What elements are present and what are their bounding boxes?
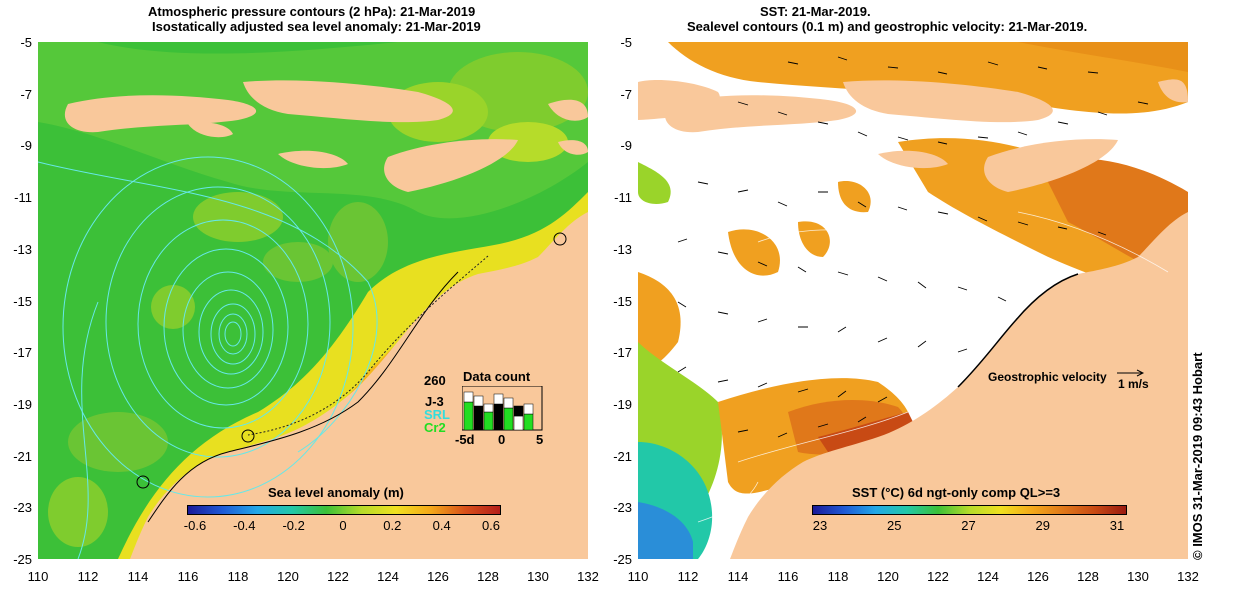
lat-tick-label: -11 [614,190,632,206]
lat-tick-label: -25 [613,552,632,567]
lat-tick-label: -5 [620,35,632,50]
data-count-total: 260 [424,373,446,388]
lon-tick-label: 132 [1177,569,1199,584]
colorbar-tick-label: -0.6 [183,518,207,533]
colorbar-tick-label: 31 [1109,518,1125,533]
sla-colorbar [187,505,501,515]
mission-label-srl: SRL [424,407,450,422]
lat-tick-label: -21 [13,448,32,464]
lon-tick-label: 130 [527,569,549,584]
colorbar-tick-label: 0 [339,518,347,533]
sst-land-islands [638,79,1188,192]
lat-tick-label: -17 [613,345,632,361]
lon-tick-label: 132 [577,569,599,584]
lat-tick-label: -9 [620,138,632,154]
lat-tick-label: -15 [613,293,632,309]
mission-label-j3: J-3 [425,394,444,409]
sst-map [638,42,1188,559]
lat-tick-label: -15 [13,293,32,309]
lon-tick-label: 110 [627,569,649,584]
lat-tick-label: -19 [13,396,32,412]
sst-colorbar [812,505,1127,515]
velocity-legend-scale: 1 m/s [1118,377,1149,391]
lon-tick-label: 122 [327,569,349,584]
lon-tick-label: 124 [377,569,399,584]
lat-tick-label: -13 [13,241,32,257]
colorbar-tick-label: -0.4 [233,518,256,533]
colorbar-tick-label: 0.2 [383,518,402,533]
geostrophic-velocity-arrows [677,56,1149,438]
colorbar-tick-label: 27 [961,518,976,533]
sla-land-australia [130,212,588,559]
velocity-legend-arrow [1117,369,1145,377]
lat-tick-label: -7 [620,86,632,102]
data-count-title: Data count [463,369,531,384]
sst-land-australia [730,212,1188,559]
lat-tick-label: -25 [13,552,32,567]
data-count-tick-zero: 0 [498,432,506,447]
lon-tick-label: 120 [277,569,299,584]
velocity-legend-label: Geostrophic velocity [988,370,1107,384]
lon-tick-label: 114 [127,569,149,584]
colorbar-tick-label: 29 [1035,518,1050,533]
lon-tick-label: 116 [177,569,199,584]
lat-tick-label: -11 [14,190,32,206]
right-title-line1: SST: 21-Mar-2019. [760,4,871,19]
lat-tick-label: -23 [613,500,632,516]
lat-tick-label: -17 [13,345,32,361]
lon-tick-label: 126 [427,569,449,584]
colorbar-tick-label: 23 [812,518,828,533]
data-count-tick-start: -5d [455,432,475,447]
lon-tick-label: 124 [977,569,999,584]
lat-tick-label: -13 [613,241,632,257]
sla-map-graphics [38,42,588,559]
colorbar-tick-label: 0.4 [432,518,451,533]
sea-level-anomaly-map [38,42,588,559]
lon-tick-label: 120 [877,569,899,584]
left-title-line1: Atmospheric pressure contours (2 hPa): 2… [148,4,476,19]
lon-tick-label: 110 [27,569,49,584]
data-count-tick-end: 5 [536,432,544,447]
lon-tick-label: 128 [477,569,499,584]
sst-map-graphics [638,42,1188,559]
left-title-line2: Isostatically adjusted sea level anomaly… [152,19,481,34]
sealevel-contours [697,211,1169,523]
sla-land-islands [64,80,588,192]
lon-tick-label: 116 [777,569,799,584]
pressure-contours [38,156,378,559]
lon-tick-label: 114 [727,569,749,584]
lon-tick-label: 112 [77,569,99,584]
lon-tick-label: 118 [827,569,849,584]
colorbar-tick-label: 25 [887,518,902,533]
lon-tick-label: 112 [677,569,699,584]
lon-tick-label: 130 [1127,569,1149,584]
lon-tick-label: 126 [1027,569,1049,584]
right-title-line2: Sealevel contours (0.1 m) and geostrophi… [687,19,1088,34]
mission-label-cr2: Cr2 [424,420,446,435]
lon-tick-label: 128 [1077,569,1099,584]
lat-tick-label: -19 [613,396,632,412]
sla-colorbar-label: Sea level anomaly (m) [268,485,404,500]
colorbar-tick-label: 0.6 [481,518,501,533]
data-count-histogram [462,386,543,431]
lat-tick-label: -21 [613,448,632,464]
lat-tick-label: -5 [20,35,32,50]
sst-colorbar-label: SST (°C) 6d ngt-only comp QL>=3 [852,485,1061,500]
colorbar-tick-label: -0.2 [282,518,305,533]
imos-credit: © IMOS 31-Mar-2019 09:43 Hobart [1190,352,1205,560]
lat-tick-label: -23 [13,500,32,516]
lat-tick-label: -9 [20,138,32,154]
lon-tick-label: 122 [927,569,949,584]
lat-tick-label: -7 [20,86,32,102]
lon-tick-label: 118 [227,569,249,584]
